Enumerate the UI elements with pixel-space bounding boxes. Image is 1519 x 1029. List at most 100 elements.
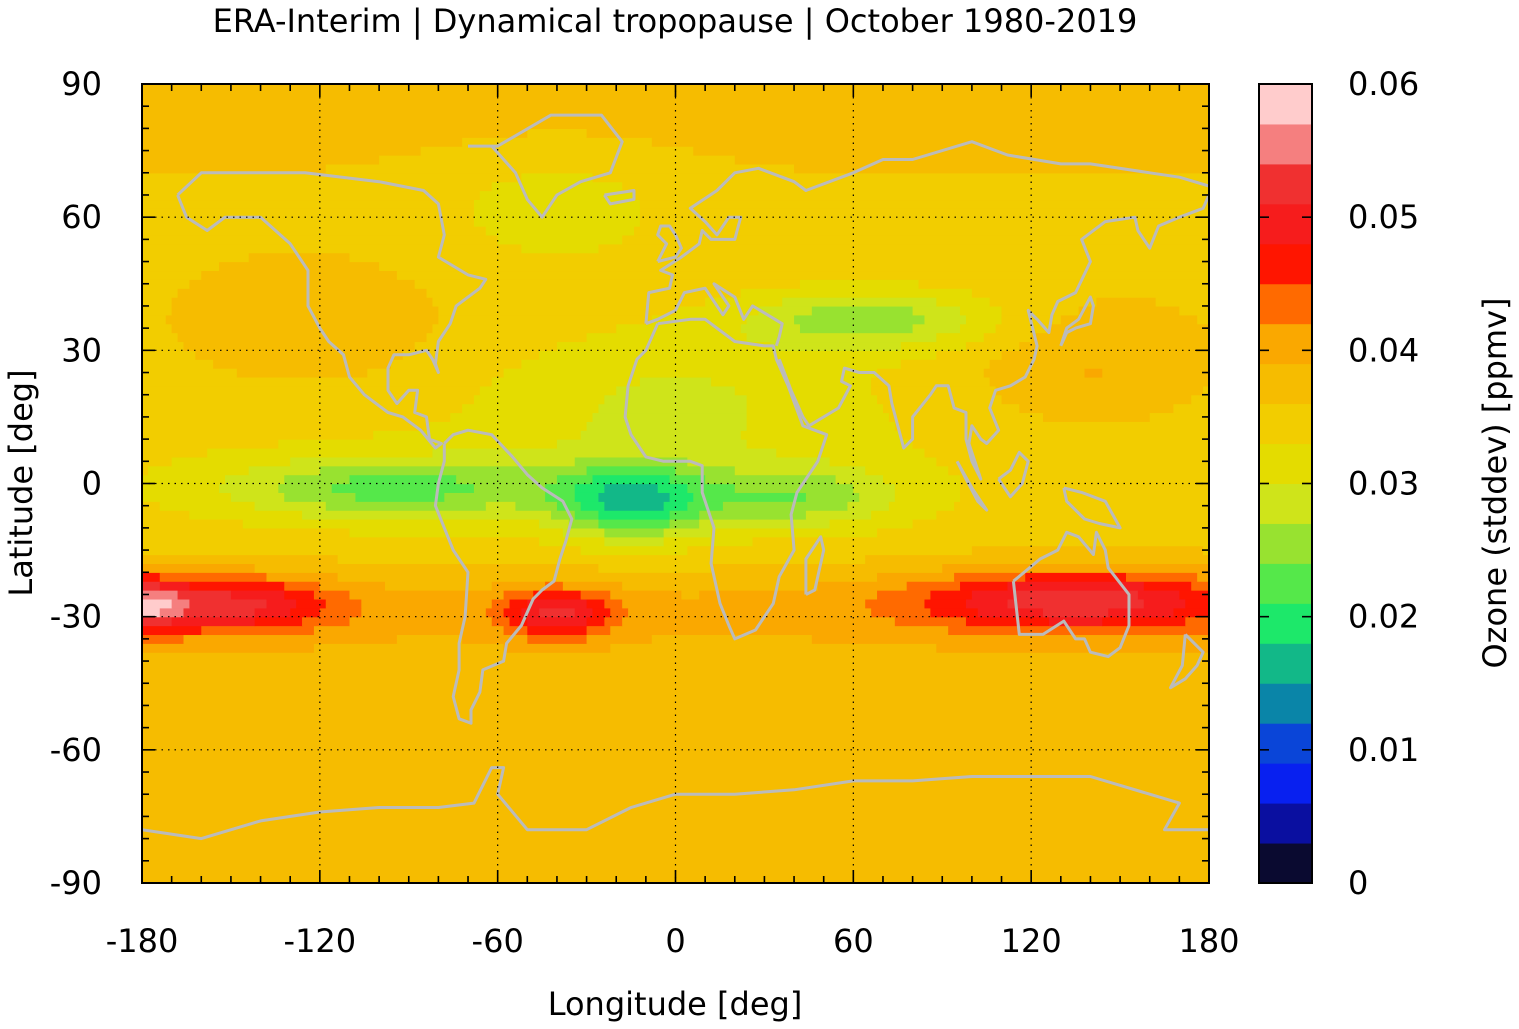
heatmap-cell [503,643,611,653]
y-tick-label: -90 [50,864,102,902]
heatmap-cell [539,519,570,529]
coastline [804,535,826,596]
heatmap-cell [610,643,937,653]
heatmap-cell [942,563,1209,573]
heatmap-cell [1102,616,1186,627]
heatmap-cell [473,208,641,218]
heatmap-cell [1048,616,1103,627]
heatmap-cell [142,767,1209,778]
heatmap-cell [426,288,742,298]
heatmap-cell [142,376,493,387]
heatmap-cell [142,536,540,547]
heatmap-cell [142,234,499,245]
heatmap-cell [900,359,991,369]
heatmap-cell [924,447,1209,458]
heatmap-cell [746,439,914,449]
heatmap-cell [142,394,475,405]
colorbar-band [1259,563,1312,604]
heatmap-cell [971,590,1014,600]
heatmap-cell [805,492,860,502]
y-tick-label: 0 [82,465,102,503]
heatmap-cell [485,226,635,236]
heatmap-cell [948,465,1209,476]
heatmap-cell [1001,305,1080,316]
heatmap-cell [663,536,754,547]
heatmap-cell [361,607,487,618]
heatmap-cell [687,545,973,556]
colorbar-tick-label: 0 [1348,864,1368,902]
colorbar-tick-label: 0.06 [1348,65,1419,103]
heatmap-cell [325,163,795,174]
heatmap-cell [207,447,434,458]
heatmap-cell [811,305,914,316]
heatmap-cell [503,607,522,618]
heatmap-cell [254,607,291,618]
heatmap-cell [983,368,1086,378]
heatmap-cell [248,465,321,476]
heatmap-cell [829,519,914,529]
heatmap-cell [142,146,422,156]
heatmap-cell [142,483,220,493]
heatmap-cell [586,465,677,476]
heatmap-cell [734,483,854,493]
heatmap-cell [835,474,884,485]
heatmap-cell [142,811,1209,822]
colorbar-band [1259,283,1312,325]
heatmap-cell [159,607,185,618]
heatmap-cell [556,439,748,449]
heatmap-cell [734,465,866,476]
heatmap-cell [230,492,285,502]
heatmap-cell [159,501,256,511]
colorbar-band [1259,523,1312,564]
heatmap-cell [877,394,1003,405]
colorbar-tick-label: 0.05 [1348,198,1419,236]
colorbar-band [1259,683,1312,724]
colorbar-band [1259,443,1312,484]
x-tick-label: 180 [1178,922,1239,960]
heatmap-cell [142,128,528,138]
heatmap-cell [302,616,351,627]
heatmap-cell [604,616,623,627]
coastline [955,460,989,512]
heatmap-cell [722,501,848,511]
heatmap-cell [1149,412,1209,422]
heatmap-cell [568,519,600,529]
heatmap-cell [1108,607,1175,618]
heatmap-cell [230,590,285,600]
heatmap-cell [799,279,920,289]
heatmap-cell [236,368,368,378]
heatmap-cell [266,598,297,609]
heatmap-cell [930,590,973,600]
heatmap-cell [142,243,522,254]
coastlines-overlay [142,113,1209,841]
plot-area [141,83,1210,884]
heatmap-cell [556,501,582,511]
heatmap-cell [634,226,1209,236]
heatmap-cell [699,510,807,520]
heatmap-cell [456,474,558,485]
heatmap-cell [142,314,167,325]
heatmap-cell [385,581,493,591]
heatmap-cell [776,447,926,458]
heatmap-cell [829,456,937,467]
x-axis-label: Longitude [deg] [548,985,803,1023]
heatmap-cell [989,376,1209,387]
heatmap-cell [177,590,232,600]
heatmap-cell [142,208,475,218]
heatmap-cell [527,616,588,627]
heatmap-cell [888,501,955,511]
heatmap-cell [290,456,576,467]
colorbar-band [1259,403,1312,445]
heatmap-cell [711,527,878,538]
heatmap-cell [971,545,1204,556]
heatmap-cell [562,527,605,538]
heatmap-cell [622,598,866,609]
heatmap-cell [598,563,712,573]
heatmap-cell [971,288,1209,298]
heatmap-cell [586,616,605,627]
heatmap-cell [604,394,748,405]
heatmap-cell [580,430,742,440]
heatmap-cell [622,581,819,591]
heatmap-cell [142,776,1209,786]
heatmap-cell [142,669,1209,680]
